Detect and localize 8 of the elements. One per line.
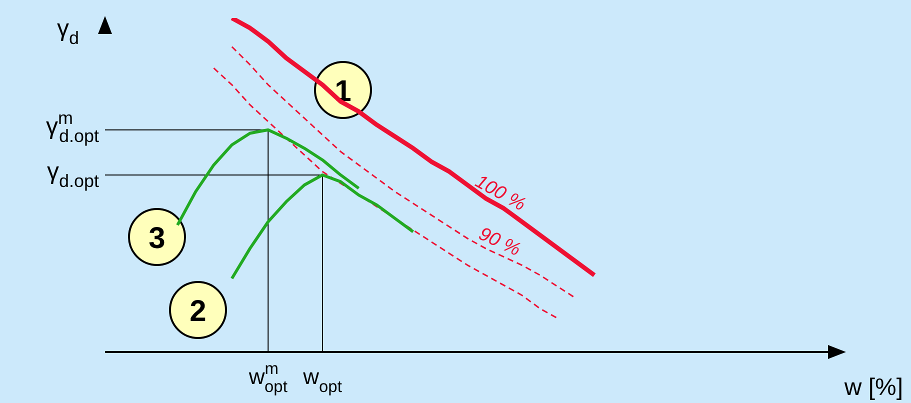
annotation: 3	[148, 222, 166, 255]
text: γ$_{d.opt}$	[46, 158, 99, 191]
y-axis-title: γ$_{d}$	[57, 15, 80, 48]
x-axis-title: w [%]	[843, 374, 903, 401]
annotation: 2	[190, 295, 206, 328]
text: 100 %	[472, 171, 529, 216]
x-tick-label: w$_{opt}$	[302, 364, 342, 396]
text: 90 %	[475, 224, 524, 261]
